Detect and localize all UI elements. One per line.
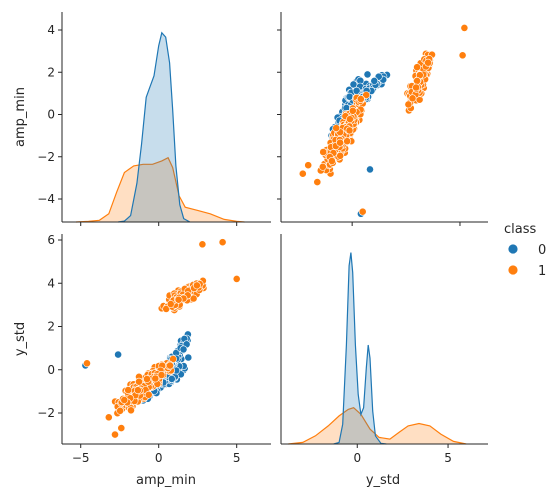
- scatter-point-class-1: [412, 83, 420, 92]
- scatter-point-class-1: [336, 138, 344, 147]
- kde-y-std-class-0-fill: [333, 252, 387, 444]
- legend-marker-class-1: [507, 264, 519, 276]
- kde-amp-min-class-1-line: [75, 156, 245, 223]
- scatter-point-class-1: [120, 396, 129, 404]
- scatter-point-class-1: [413, 63, 421, 72]
- scatter-point-class-1: [198, 240, 207, 249]
- panel-bl-ytick-label: 2: [47, 320, 55, 334]
- scatter-point-class-1: [332, 124, 341, 133]
- scatter-point-class-1: [116, 406, 124, 415]
- scatter-point-class-0: [366, 165, 374, 174]
- scatter-point-class-1: [174, 295, 183, 304]
- panel-amp-min-vs-y-std: [298, 23, 469, 218]
- panel-bl-xtick-label: 0: [155, 451, 163, 465]
- panel-bl-ytick-label: 6: [47, 233, 55, 247]
- panel-tl-ytick-label: 2: [47, 65, 55, 79]
- legend-label-class-1: 1: [538, 264, 546, 279]
- panel-amp-min-kde: [75, 31, 245, 223]
- scatter-point-class-1: [166, 300, 175, 308]
- kde-y-std-class-1-fill: [288, 407, 467, 444]
- kde-amp-min-class-0-line: [118, 31, 191, 223]
- scatter-point-class-1: [319, 148, 328, 156]
- scatter-point-class-1: [336, 151, 345, 160]
- scatter-point-class-1: [362, 91, 371, 99]
- scatter-point-class-1: [117, 424, 126, 432]
- scatter-point-class-1: [104, 413, 113, 422]
- scatter-point-class-0: [179, 345, 188, 354]
- scatter-point-class-1: [83, 359, 91, 368]
- scatter-point-class-1: [169, 355, 177, 363]
- scatter-point-class-1: [157, 371, 166, 379]
- scatter-point-class-1: [151, 374, 160, 383]
- panel-bl-xtick-label: 5: [233, 451, 241, 465]
- scatter-point-class-1: [458, 51, 467, 60]
- scatter-point-class-1: [127, 406, 135, 415]
- panel-bl-ytick-label: −2: [37, 406, 55, 420]
- panel-tl-ytick-label: 0: [47, 108, 55, 122]
- panel-y-std-kde: [288, 252, 467, 445]
- scatter-point-class-1: [218, 238, 227, 247]
- scatter-point-class-1: [304, 161, 313, 170]
- panel-br-xtick-label: 5: [444, 451, 452, 465]
- panel-tl-ytick-label: −2: [37, 150, 55, 164]
- y-axis-label-amp-min: amp_min: [13, 87, 28, 147]
- scatter-point-class-1: [424, 58, 432, 67]
- scatter-point-class-1: [144, 390, 153, 399]
- scatter-point-class-0: [184, 353, 193, 362]
- scatter-point-class-1: [318, 162, 327, 171]
- panel-bl-ytick-label: 0: [47, 363, 55, 377]
- x-axis-label-y-std: y_std: [366, 473, 400, 488]
- panel-y-std-vs-amp-min: [81, 238, 241, 439]
- scatter-point-class-1: [189, 294, 198, 303]
- scatter-point-class-1: [313, 178, 322, 186]
- scatter-point-class-1: [348, 106, 357, 115]
- panel-tl-ytick-label: 4: [47, 23, 55, 37]
- scatter-point-class-1: [413, 77, 421, 85]
- scatter-point-class-1: [343, 137, 352, 146]
- kde-amp-min-class-0-fill: [118, 32, 190, 222]
- kde-amp-min-class-1-fill: [76, 157, 245, 222]
- scatter-point-class-1: [358, 207, 367, 216]
- scatter-point-class-1: [232, 274, 241, 283]
- legend-label-class-0: 0: [538, 243, 546, 258]
- legend-title: class: [504, 222, 536, 237]
- scatter-point-class-1: [404, 100, 413, 109]
- panel-bl-xtick-label: −5: [72, 451, 90, 465]
- scatter-point-class-1: [327, 157, 336, 165]
- axes-decor: −4 −2 0 2 4 −2 0 2 4 6 −5 0 5 0 5: [37, 12, 488, 465]
- scatter-point-class-0: [349, 80, 358, 89]
- panel-tl-ytick-label: −4: [37, 192, 55, 206]
- x-axis-label-amp-min: amp_min: [136, 473, 196, 488]
- panel-br-xtick-label: 0: [353, 451, 361, 465]
- kde-y-std-class-0-line: [333, 252, 387, 445]
- scatter-point-class-0: [345, 92, 354, 101]
- scatter-point-class-1: [143, 375, 151, 383]
- scatter-point-class-1: [345, 126, 354, 135]
- scatter-point-class-1: [408, 94, 417, 103]
- legend: class 0 1: [504, 222, 546, 279]
- scatter-point-class-1: [166, 361, 174, 370]
- scatter-point-class-1: [124, 386, 133, 394]
- scatter-point-class-1: [133, 386, 142, 395]
- scatter-point-class-1: [111, 430, 119, 439]
- panel-bl-ytick-label: 4: [47, 276, 55, 290]
- scatter-point-class-1: [192, 281, 201, 290]
- scatter-point-class-1: [356, 95, 365, 103]
- scatter-point-class-0: [167, 374, 176, 383]
- scatter-point-class-1: [345, 115, 354, 124]
- y-axis-label-y-std: y_std: [13, 322, 28, 356]
- scatter-point-class-1: [298, 169, 307, 178]
- legend-marker-class-0: [507, 243, 519, 255]
- scatter-point-class-0: [370, 77, 379, 85]
- scatter-point-class-1: [135, 377, 143, 386]
- scatter-point-class-1: [460, 23, 469, 32]
- scatter-point-class-0: [114, 350, 122, 359]
- scatter-point-class-0: [363, 70, 372, 79]
